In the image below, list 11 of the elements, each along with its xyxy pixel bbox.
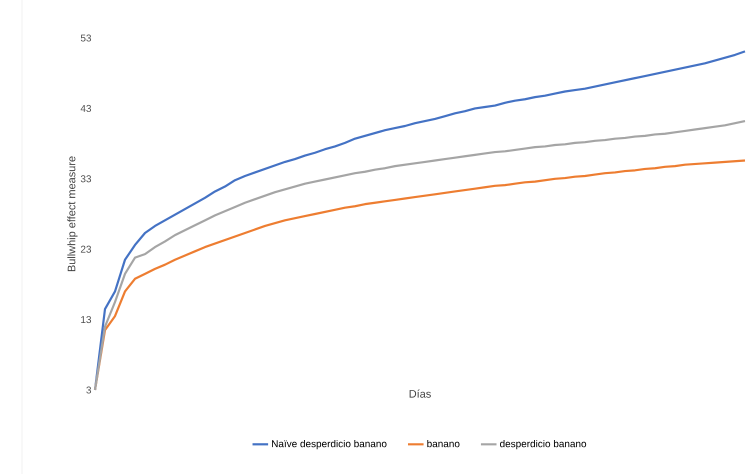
legend-label: desperdicio banano bbox=[500, 440, 586, 450]
y-tick-label: 13 bbox=[81, 316, 92, 324]
y-tick-label: 53 bbox=[80, 34, 92, 42]
y-tick-label: 3 bbox=[86, 386, 92, 394]
y-axis-title: Bullwhip effect measure bbox=[67, 156, 78, 272]
legend-label: banano bbox=[427, 440, 460, 448]
legend-label: Naïve desperdicio banano bbox=[272, 440, 387, 450]
y-tick-label: 33 bbox=[80, 175, 92, 182]
y-tick-label: 23 bbox=[80, 246, 92, 253]
y-tick-label: 43 bbox=[80, 104, 92, 112]
x-axis-title: Días bbox=[410, 390, 431, 398]
